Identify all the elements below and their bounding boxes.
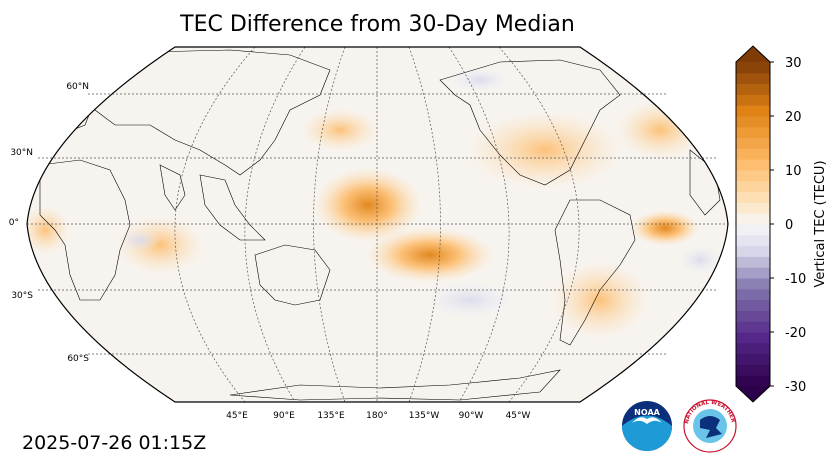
lon-label-135e: 135°E <box>317 411 345 421</box>
anomaly-positive-south-america <box>550 260 650 340</box>
colorbar-tick-label: 20 <box>785 110 802 125</box>
coastline-north-america <box>439 59 621 186</box>
colorbar-segment <box>736 116 770 128</box>
colorbar-segment <box>736 278 770 290</box>
noaa-logo: NOAA <box>622 401 672 451</box>
gridline-135w <box>408 46 441 403</box>
colorbar-segment <box>736 245 770 257</box>
colorbar-segment <box>736 180 770 193</box>
nws-logo-storm-icon <box>700 416 722 438</box>
land-outlines <box>39 49 721 401</box>
anomaly-positive-north-america <box>465 110 625 190</box>
colorbar-segment <box>736 299 770 311</box>
colorbar-segment <box>736 321 770 333</box>
coastline-southeast-asia <box>199 174 266 241</box>
colorbar-segment <box>736 62 770 74</box>
colorbar-tick-label: -20 <box>785 326 806 341</box>
lat-label-0: 0° <box>9 218 19 228</box>
lon-label-90w: 90°W <box>459 411 484 421</box>
colorbar-tick-label: 30 <box>785 56 802 71</box>
colorbar-segment <box>736 170 770 182</box>
colorbar-segment <box>736 224 770 236</box>
colorbar-segment <box>736 83 770 95</box>
coastline-australia <box>254 244 331 306</box>
lat-label-30n: 30°N <box>10 148 33 158</box>
anomaly-negative-indian-ocean <box>120 228 160 252</box>
colorbar-segment <box>736 375 770 387</box>
colorbar-extend-max <box>736 46 770 62</box>
noaa-logo-gull-icon <box>632 417 662 424</box>
coastline-antarctica <box>229 369 561 401</box>
colorbar-segment <box>736 72 770 85</box>
map-globe <box>26 46 729 403</box>
coastline-greenland <box>629 54 691 96</box>
globe-border <box>26 46 729 403</box>
lon-label-45w: 45°W <box>506 411 531 421</box>
coastline-india <box>159 164 186 211</box>
colorbar-segment <box>736 105 770 117</box>
colorbar-segment <box>736 364 770 376</box>
noaa-logo-wave <box>622 415 672 451</box>
gridline-90w <box>448 46 510 403</box>
coastline-south-america <box>554 199 636 346</box>
lon-label-45e: 45°E <box>226 411 248 421</box>
colorbar-segment <box>736 159 770 171</box>
figure-title: TEC Difference from 30-Day Median <box>180 12 575 37</box>
anomaly-positive-south-pacific <box>365 227 495 283</box>
colorbar-label: Vertical TEC (TECU) <box>813 160 828 287</box>
timestamp: 2025-07-26 01:15Z <box>22 432 207 454</box>
colorbar-segment <box>736 342 770 355</box>
longitude-labels: 45°E 90°E 135°E 180° 135°W 90°W 45°W <box>226 411 530 421</box>
colorbar-segment <box>736 148 770 160</box>
colorbar-tick-label: -10 <box>785 272 806 287</box>
lon-label-180: 180° <box>366 411 388 421</box>
colorbar-segment <box>736 353 770 365</box>
colorbar: 30 20 10 0 -10 -20 -30 Vertical TEC (TECU) <box>735 45 828 403</box>
lat-label-60n: 60°N <box>66 82 89 92</box>
lat-label-30s: 30°S <box>11 291 33 301</box>
colorbar-segment <box>736 234 770 247</box>
coastline-africa <box>39 159 131 301</box>
lon-label-90e: 90°E <box>273 411 295 421</box>
colorbar-tick-label: -30 <box>785 380 806 395</box>
colorbar-segment <box>736 256 770 268</box>
colorbar-segment <box>736 267 770 279</box>
colorbar-tick-label: 10 <box>785 164 802 179</box>
latitude-labels: 60°N 30°N 0° 30°S 60°S <box>9 82 90 364</box>
gridlines <box>27 46 728 403</box>
colorbar-segment <box>736 126 770 139</box>
tec-anomaly-field <box>27 68 720 340</box>
colorbar-extend-min <box>736 386 770 402</box>
colorbar-segment <box>736 310 770 322</box>
colorbar-segment <box>736 94 770 106</box>
lat-label-60s: 60°S <box>67 354 89 364</box>
colorbar-segment <box>736 191 770 203</box>
colorbar-tick-label: 0 <box>785 218 793 233</box>
gridline-90e <box>244 46 306 403</box>
anomaly-positive-north-pacific <box>300 108 380 152</box>
lon-label-135w: 135°W <box>409 411 440 421</box>
anomaly-negative-north-pacific <box>450 68 510 92</box>
noaa-logo-text: NOAA <box>634 408 660 417</box>
colorbar-segment <box>736 213 770 225</box>
colorbar-ticks: 30 20 10 0 -10 -20 -30 <box>770 56 806 395</box>
anomaly-positive-west <box>27 205 70 255</box>
colorbar-segment <box>736 288 770 301</box>
colorbar-segment <box>736 202 770 214</box>
colorbar-segment <box>736 137 770 149</box>
gridline-135e <box>313 46 346 403</box>
anomaly-negative-atlantic <box>680 245 720 275</box>
anomaly-negative-south-pacific <box>425 282 515 318</box>
colorbar-segment <box>736 332 770 344</box>
anomaly-positive-atlantic <box>630 210 700 246</box>
colorbar-segments <box>736 46 770 402</box>
